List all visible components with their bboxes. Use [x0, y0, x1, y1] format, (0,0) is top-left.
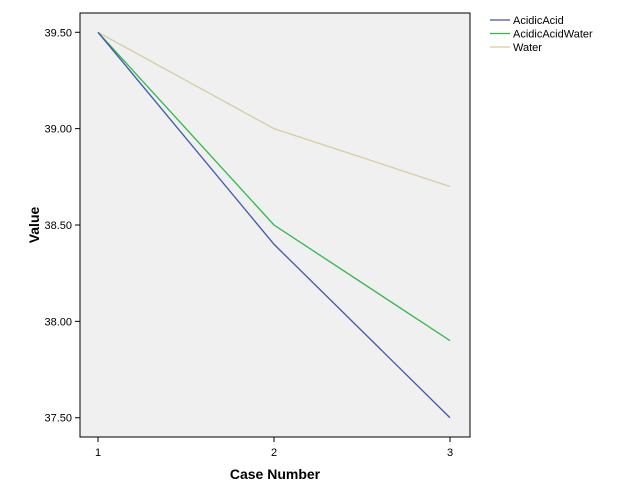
x-axis: 1 2 3	[95, 437, 453, 459]
series-lines	[97, 31, 451, 419]
series-line-water	[97, 31, 451, 188]
y-tick-label: 39.00	[44, 124, 72, 136]
series-line-acidicacidwater	[97, 31, 451, 342]
legend-label-water: Water	[513, 42, 542, 54]
y-tick-label: 38.50	[44, 220, 72, 232]
x-tick-label: 1	[95, 447, 101, 459]
series-line-acidicacid	[97, 31, 451, 419]
y-axis: 37.50 38.00 38.50 39.00 39.50	[44, 27, 80, 425]
x-tick-label: 3	[447, 447, 453, 459]
x-tick-label: 2	[271, 447, 277, 459]
y-tick-label: 39.50	[44, 27, 72, 39]
y-axis-title: Value	[26, 207, 42, 244]
legend-label-acidicacid: AcidicAcid	[513, 15, 564, 27]
y-tick-label: 38.00	[44, 316, 72, 328]
legend-label-acidicacidwater: AcidicAcidWater	[513, 29, 593, 41]
y-tick-label: 37.50	[44, 413, 72, 425]
x-axis-title: Case Number	[230, 466, 321, 482]
